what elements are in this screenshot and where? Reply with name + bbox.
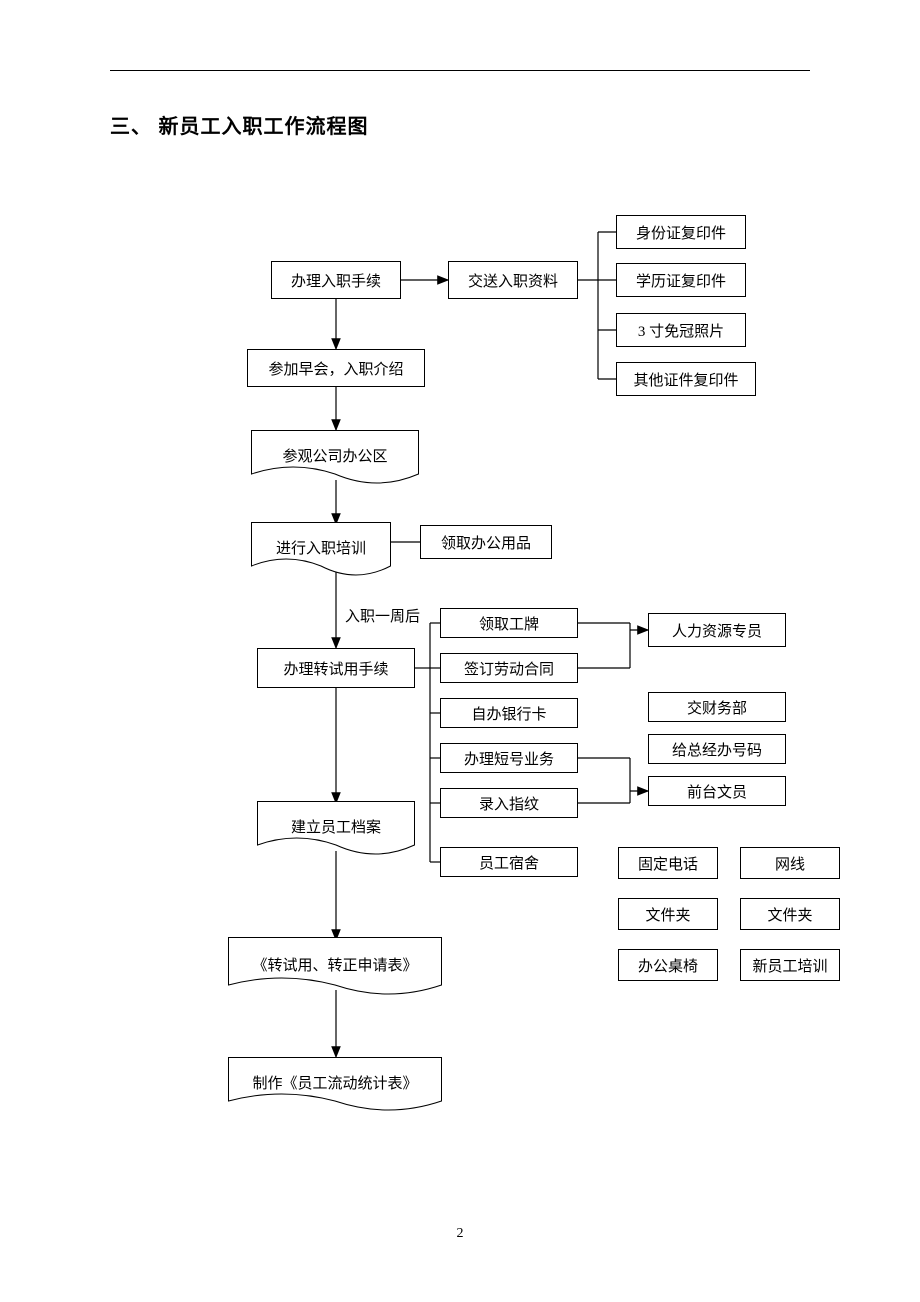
flowchart-node-r3: 给总经办号码	[648, 734, 786, 764]
flowchart-node-g5: 办公桌椅	[618, 949, 718, 981]
flowchart-node-n6: 领取办公用品	[420, 525, 552, 559]
flowchart-doc-n5: 进行入职培训	[251, 522, 391, 578]
header-rule	[110, 70, 810, 71]
flowchart-node-m1: 领取工牌	[440, 608, 578, 638]
flowchart-node-m5: 录入指纹	[440, 788, 578, 818]
section-title: 三、 新员工入职工作流程图	[110, 110, 369, 139]
flowchart-node-g1: 固定电话	[618, 847, 718, 879]
flowchart-doc-n10: 制作《员工流动统计表》	[228, 1057, 442, 1113]
flowchart-node-m2: 签订劳动合同	[440, 653, 578, 683]
flowchart-node-g4: 文件夹	[740, 898, 840, 930]
flowchart-doc-n4: 参观公司办公区	[251, 430, 419, 486]
flowchart-node-m3: 自办银行卡	[440, 698, 578, 728]
flowchart-node-n7: 办理转试用手续	[257, 648, 415, 688]
flowchart-node-n3: 参加早会，入职介绍	[247, 349, 425, 387]
flowchart-node-g6: 新员工培训	[740, 949, 840, 981]
flowchart-node-d4: 其他证件复印件	[616, 362, 756, 396]
flowchart-node-m6: 员工宿舍	[440, 847, 578, 877]
flowchart-doc-n8: 建立员工档案	[257, 801, 415, 857]
connectors-layer	[0, 0, 920, 1302]
flowchart-doc-n9: 《转试用、转正申请表》	[228, 937, 442, 997]
page-number: 2	[0, 1226, 920, 1242]
flowchart-node-n2: 交送入职资料	[448, 261, 578, 299]
flowchart-node-r1: 人力资源专员	[648, 613, 786, 647]
flowchart-node-g3: 文件夹	[618, 898, 718, 930]
page: 三、 新员工入职工作流程图 办理入职手续 交送入职资料 身份证复印件学历证复印件 3 …	[0, 0, 920, 1302]
edge-label-e1: 入职一周后	[345, 605, 420, 626]
flowchart-node-d3: 3 寸免冠照片	[616, 313, 746, 347]
flowchart-node-r2: 交财务部	[648, 692, 786, 722]
flowchart-node-n1: 办理入职手续	[271, 261, 401, 299]
flowchart-node-r4: 前台文员	[648, 776, 786, 806]
flowchart-node-d1: 身份证复印件	[616, 215, 746, 249]
flowchart-node-g2: 网线	[740, 847, 840, 879]
flowchart-node-m4: 办理短号业务	[440, 743, 578, 773]
flowchart-node-d2: 学历证复印件	[616, 263, 746, 297]
